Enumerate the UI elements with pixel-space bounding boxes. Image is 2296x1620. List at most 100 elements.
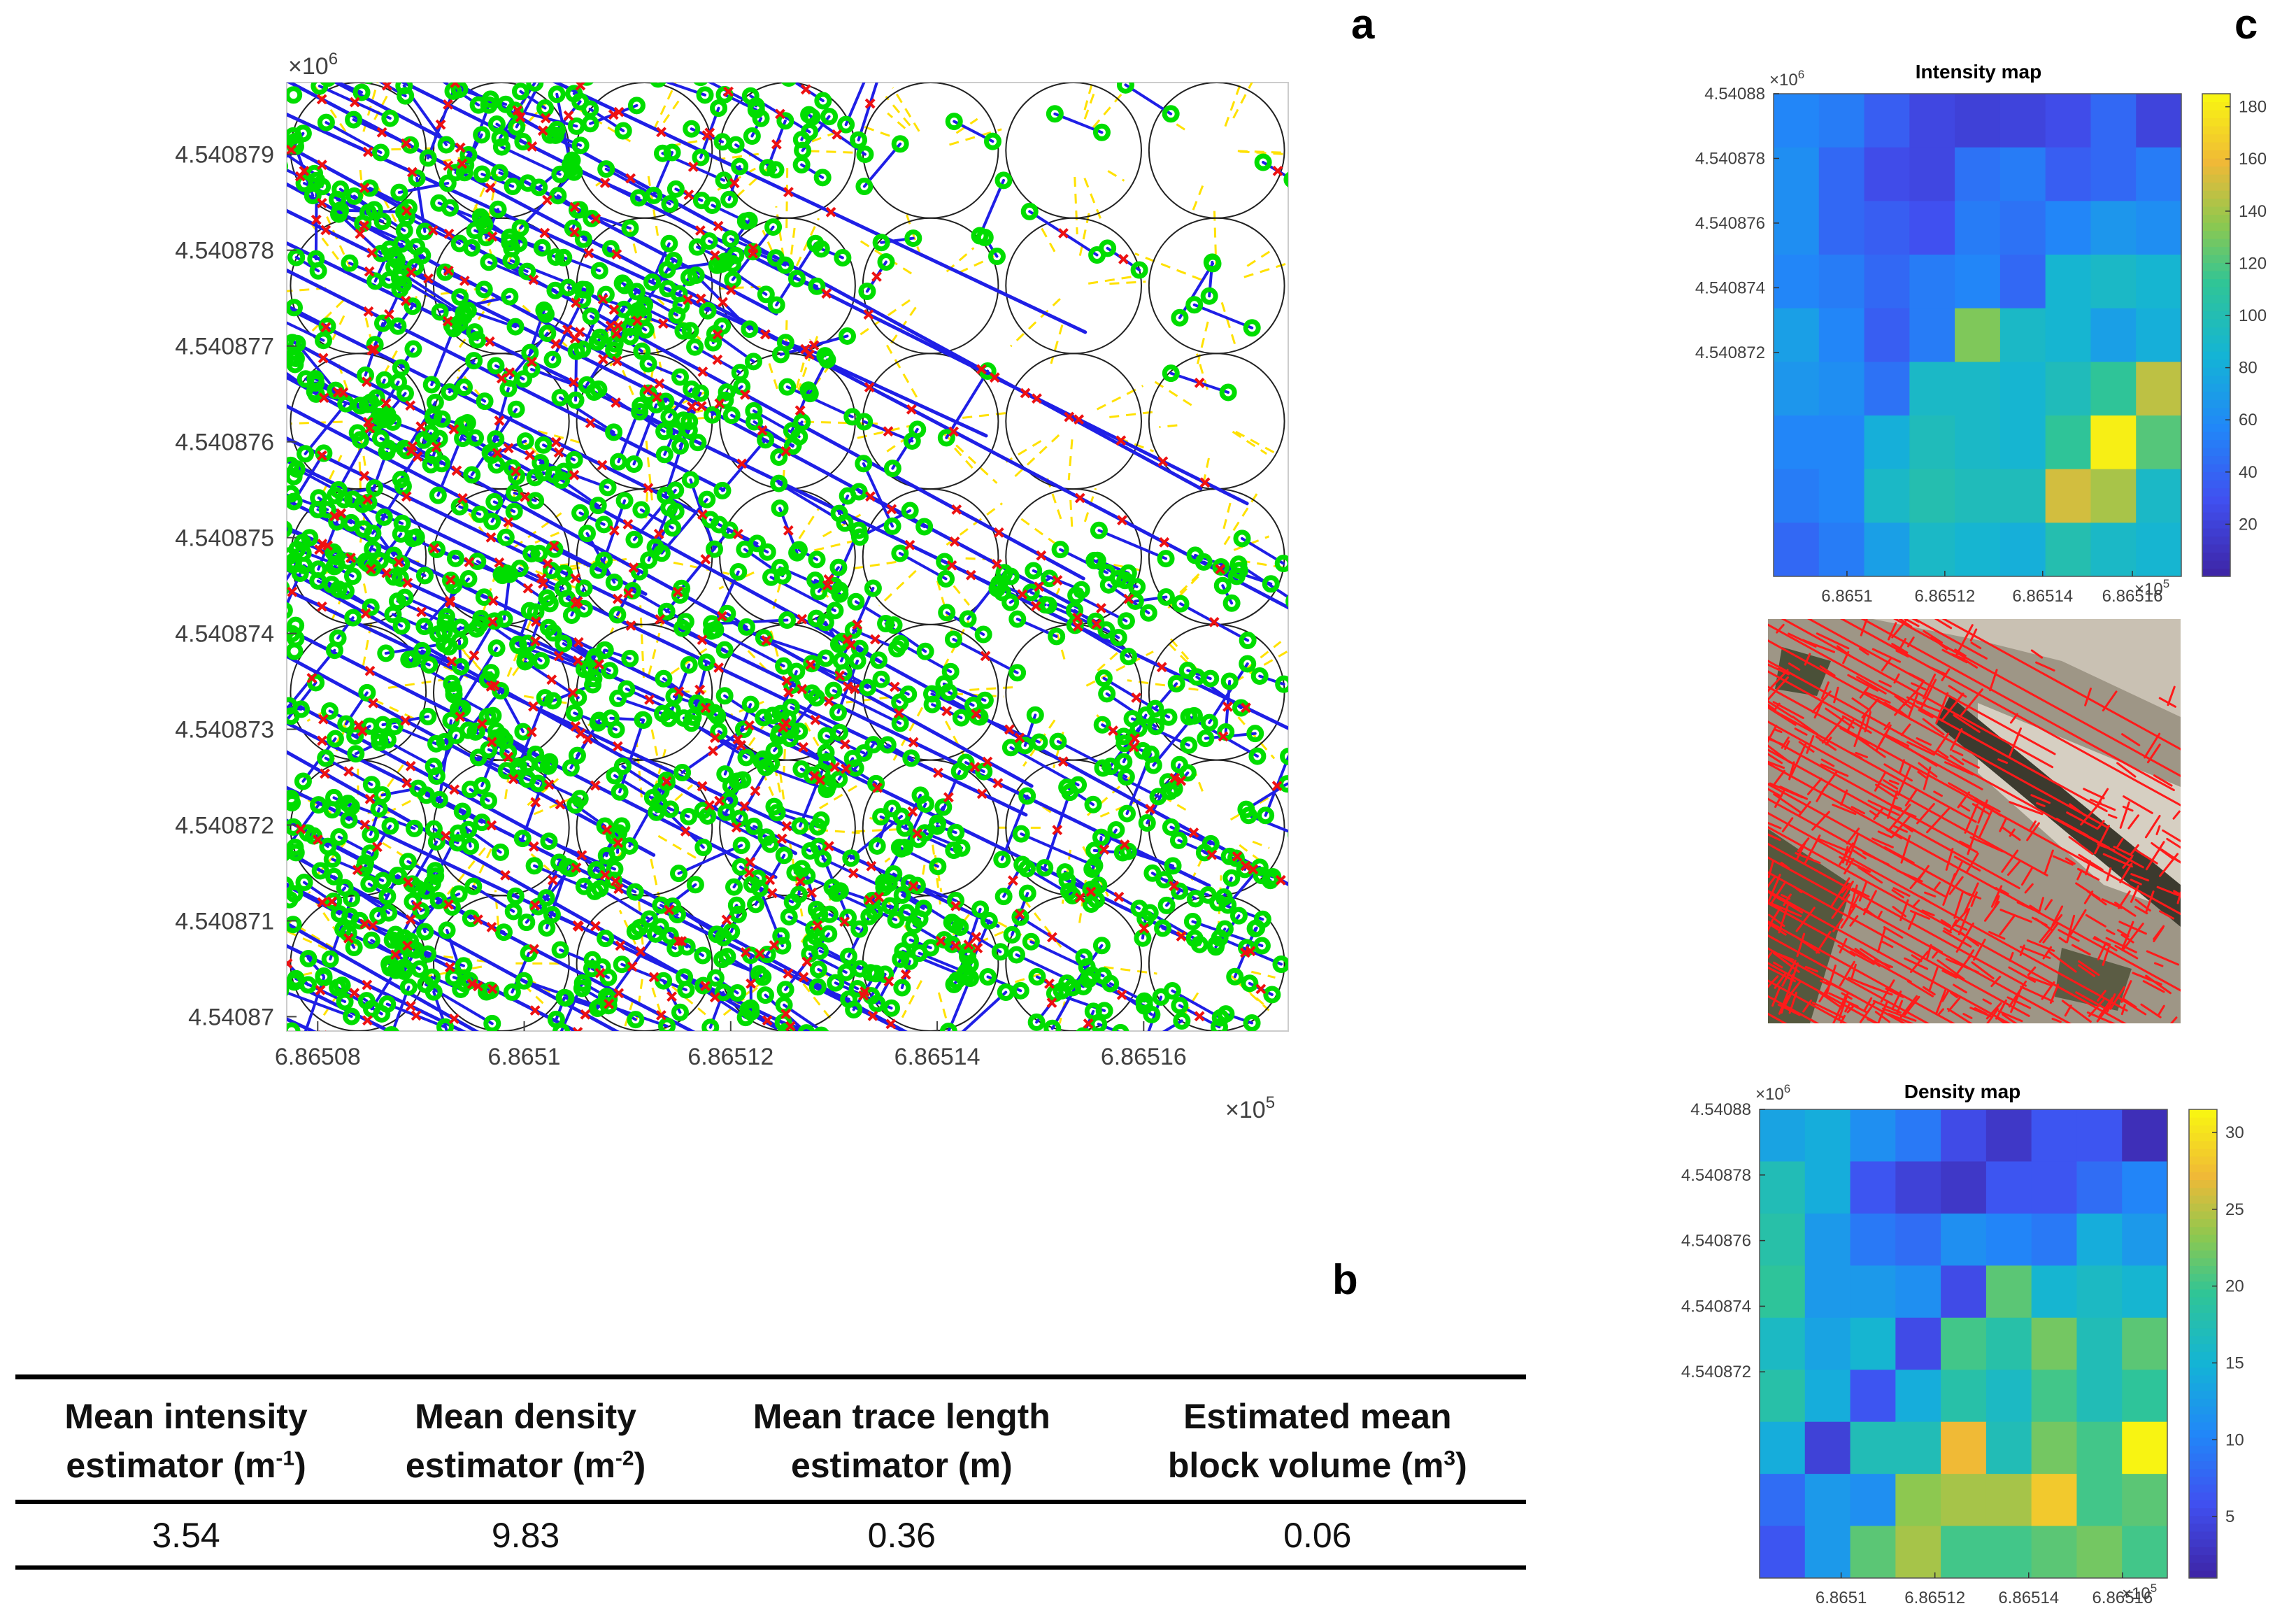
x-tick-label: 6.86514 [2012, 587, 2073, 606]
photo-trace [2102, 853, 2134, 868]
trace-endpoint [877, 615, 895, 633]
intersection-marker [1119, 839, 1130, 850]
intersection-marker [653, 528, 664, 539]
voronoi-edge [650, 858, 661, 900]
trace-endpoint [713, 133, 732, 151]
trace-endpoint [509, 635, 527, 653]
fracture-trace [1171, 989, 1222, 1020]
intersection-marker [841, 763, 851, 774]
colorbar-segment [2202, 101, 2230, 111]
trace-endpoint [818, 753, 836, 771]
photo-trace [1941, 990, 1950, 1002]
trace-endpoint [455, 378, 473, 397]
intersection-marker [883, 426, 894, 437]
colorbar-segment [2202, 423, 2230, 432]
colorbar-segment [2189, 1523, 2217, 1532]
trace-endpoint [550, 853, 569, 872]
photo-trace [2030, 794, 2051, 804]
photo-trace [1916, 737, 1932, 746]
intersection-marker [572, 1027, 583, 1031]
photo-trace [2068, 836, 2094, 855]
voronoi-edge [1224, 83, 1242, 127]
trace-endpoint [605, 573, 623, 591]
heatmap-cell [1774, 255, 1820, 309]
trace-endpoint [341, 907, 359, 925]
trace-endpoint [1069, 776, 1088, 794]
trace-endpoint [343, 1007, 361, 1025]
y-tick-label: 4.540877 [175, 334, 274, 360]
intersection-marker [611, 249, 622, 260]
trace-endpoint [465, 352, 483, 370]
trace-endpoint [748, 534, 766, 553]
trace-endpoint [345, 111, 363, 129]
intersection-marker [582, 734, 593, 745]
intersection-marker [457, 492, 468, 504]
photo-trace [1948, 685, 1967, 698]
colorbar-segment [2202, 343, 2230, 352]
trace-endpoint [802, 933, 820, 951]
photo-trace [1768, 975, 1779, 988]
photo-trace [1997, 1010, 2023, 1023]
trace-endpoint [801, 842, 819, 860]
trace-endpoint [431, 303, 449, 321]
voronoi-edge [287, 918, 335, 950]
photo-trace [1795, 907, 1816, 932]
photo-trace [1856, 676, 1887, 695]
intersection-marker [683, 190, 694, 200]
voronoi-edge [1235, 430, 1275, 454]
photo-trace [2085, 860, 2091, 876]
heatmap-cell [2122, 1109, 2168, 1162]
intersection-marker [522, 583, 534, 594]
photo-trace [2049, 983, 2060, 1004]
voronoi-edge [887, 112, 906, 129]
fracture-trace [470, 246, 529, 273]
colorbar-segment [2202, 230, 2230, 239]
heatmap-cell [1909, 469, 1955, 523]
intersection-marker [783, 687, 794, 698]
trace-endpoint [377, 644, 395, 662]
photo-trace [1788, 662, 1801, 671]
voronoi-edge [962, 411, 1010, 419]
intersection-marker [455, 142, 466, 153]
fracture-trace [287, 321, 325, 342]
colorbar-segment [2202, 488, 2230, 497]
trace-endpoint [413, 641, 432, 660]
trace-endpoint [891, 714, 909, 732]
trace-endpoint [609, 453, 627, 471]
photo-trace [1851, 887, 1870, 898]
heatmap-cell [1985, 1474, 2032, 1527]
colorbar-segment [2189, 1148, 2217, 1157]
intersection-marker [886, 504, 897, 515]
photo-trace [2034, 917, 2053, 931]
heatmap-cell [2090, 308, 2137, 362]
photo-trace [1781, 960, 1797, 987]
photo-trace [1891, 889, 1904, 899]
intersection-marker [492, 448, 503, 459]
x-tick-label: 6.86516 [1101, 1044, 1187, 1070]
photo-trace [2153, 925, 2165, 940]
photo-trace [1768, 676, 1789, 702]
intensity-y-exponent: ×106 [1769, 68, 1804, 90]
photo-trace [1773, 793, 1802, 814]
photo-trace [1768, 860, 1774, 879]
trace-endpoint [450, 234, 469, 253]
colorbar-segment [2189, 1132, 2217, 1142]
fracture-trace [844, 83, 866, 127]
intersection-marker [1128, 741, 1139, 753]
photo-trace [2097, 820, 2105, 830]
intersection-marker [530, 797, 541, 808]
trace-endpoint [743, 127, 761, 145]
trace-endpoint [814, 92, 832, 110]
heatmap-cell [1804, 1265, 1851, 1319]
photo-trace [1768, 966, 1797, 983]
trace-endpoint [491, 129, 509, 147]
photo-trace [2114, 944, 2139, 960]
intersection-marker [569, 227, 580, 238]
trace-endpoint [807, 609, 825, 627]
y-exponent-label: ×106 [288, 50, 338, 80]
intersection-marker [823, 696, 834, 706]
trace-endpoint [287, 890, 299, 909]
photo-trace [1988, 930, 2006, 940]
trace-endpoint [471, 505, 489, 523]
photo-trace [1811, 811, 1830, 831]
